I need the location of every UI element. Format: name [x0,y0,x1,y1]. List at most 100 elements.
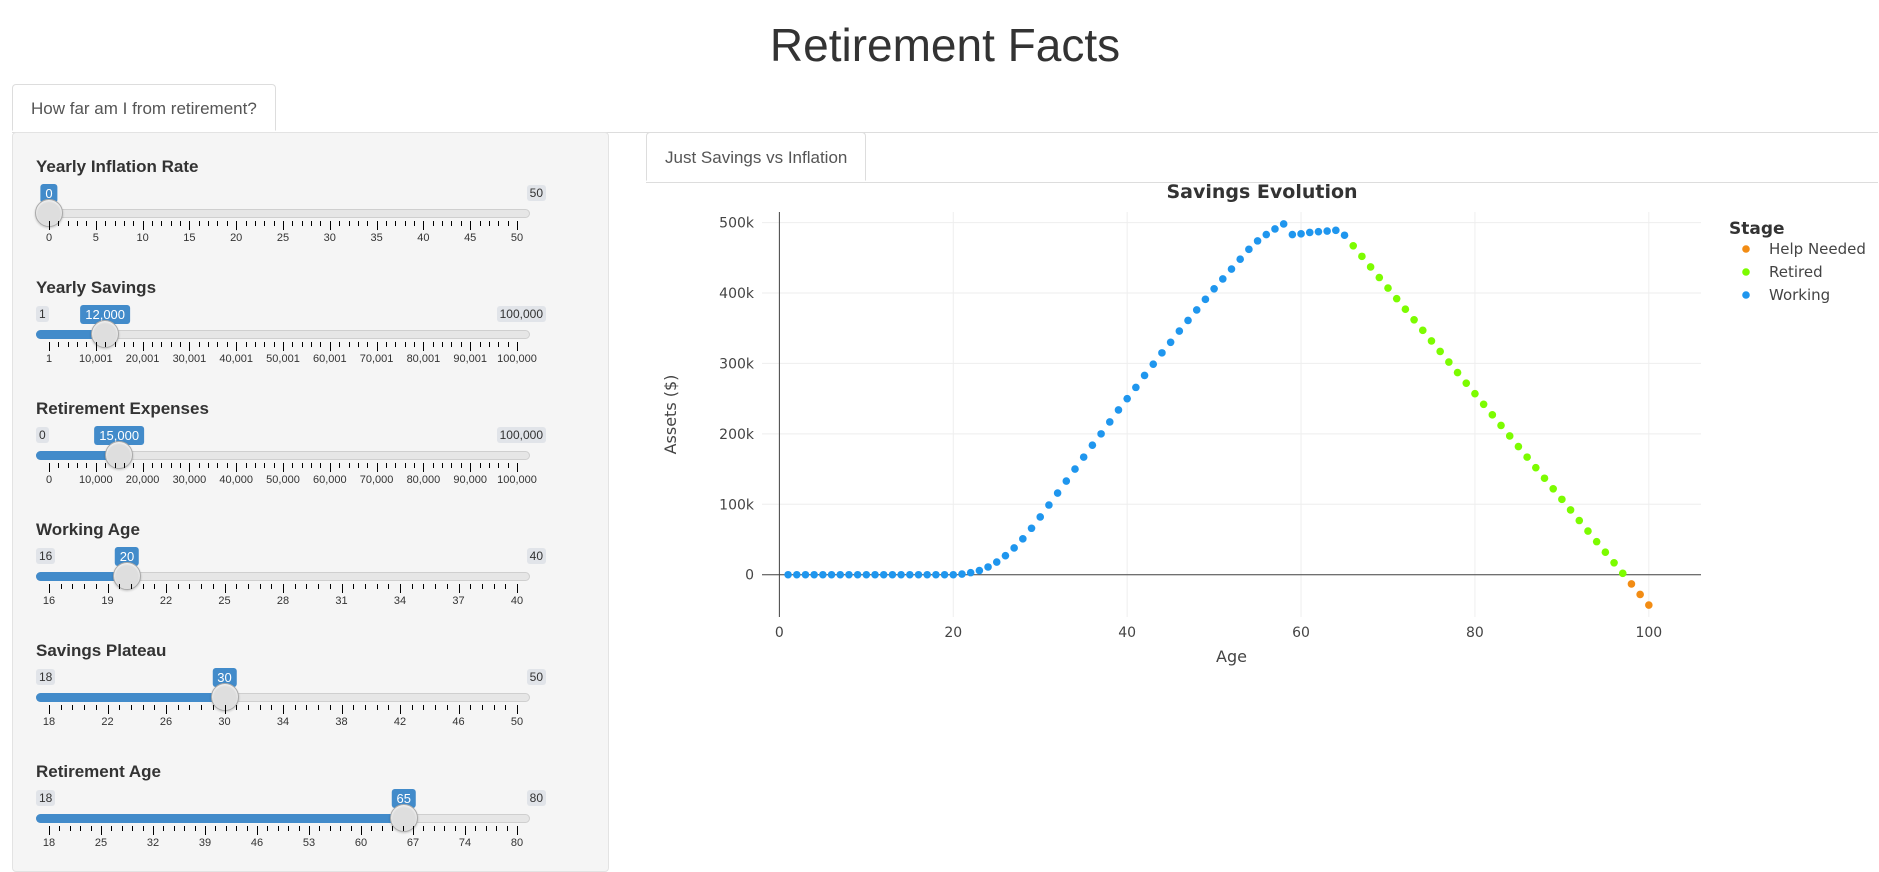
tick-mark-minor [123,463,125,468]
tick-mark [257,826,258,835]
tick-mark-minor [432,342,434,347]
retirement-expenses-fill [36,451,120,460]
tick-label: 40 [510,595,524,607]
tick-mark-minor [245,342,247,347]
tick-mark [142,463,144,472]
tick-label: 70,000 [359,474,394,486]
data-point-retired [1566,506,1575,514]
data-point-retired [1549,485,1557,493]
working-age-handle[interactable] [113,562,141,590]
tick-label: 40 [417,232,430,244]
data-point-retired [1349,242,1358,250]
x-tick-label: 20 [944,625,962,641]
data-point-working [975,566,984,575]
tick-mark-minor [493,584,495,589]
inflation-rate-track[interactable] [36,209,530,218]
tick-mark-minor [247,584,249,589]
data-point-working [784,570,792,579]
tick-label: 46 [250,837,264,849]
tick-mark-minor [318,584,320,589]
tab-savings-vs-inflation[interactable]: Just Savings vs Inflation [646,132,867,181]
tick-label: 50,000 [266,474,300,486]
data-point-retired [1410,315,1418,324]
tick-mark-minor [402,826,404,831]
tick-mark-minor [404,342,406,347]
tick-mark-minor [180,221,182,226]
tick-mark-minor [142,705,144,710]
yearly-savings-ticks [36,342,530,352]
data-point-retired [1610,558,1618,567]
tick-mark-minor [353,584,355,589]
data-point-working [1279,220,1288,228]
tick-mark-minor [404,463,406,468]
tick-mark [224,584,226,593]
tick-mark-minor [367,221,369,226]
data-point-retired [1427,337,1436,345]
tick-mark-minor [411,705,413,710]
tick-mark-minor [119,705,121,710]
x-tick-label: 40 [1118,625,1136,641]
tick-mark-minor [59,826,61,831]
chart-title: Savings Evolution [1166,182,1357,203]
tick-mark-minor [226,463,228,468]
tick-label: 38 [335,716,348,728]
tick-mark-minor [151,221,153,226]
tick-mark-minor [161,463,163,468]
tick-mark-minor [133,221,135,226]
tick-mark-minor [198,463,200,468]
tick-mark [376,463,378,472]
savings-plateau-fill [36,693,225,702]
tab-retirement-distance[interactable]: How far am I from retirement? [12,84,276,131]
tick-mark-minor [90,826,92,831]
tick-mark-minor [180,342,182,347]
tick-mark-minor [432,221,434,226]
tick-label: 22 [101,716,114,728]
tick-mark-minor [151,463,153,468]
tick-mark-minor [254,463,256,468]
tick-mark [341,584,343,593]
tick-mark-minor [130,705,132,710]
yearly-savings-value: 12,000 [80,305,131,328]
savings-plateau-handle[interactable] [210,683,239,711]
data-point-working [871,570,879,579]
data-point-working [1166,338,1175,347]
tick-mark-minor [217,342,219,347]
tick-mark [423,221,425,230]
data-point-working [1271,225,1279,233]
tick-mark-minor [236,584,238,589]
tick-label: 30 [218,716,231,728]
tick-mark-minor [306,705,308,710]
data-point-working [897,570,905,579]
tick-mark-minor [329,705,331,710]
tick-label: 37 [452,595,465,607]
data-point-working [879,570,888,579]
tick-mark-minor [208,221,210,226]
data-point-retired [1401,305,1410,313]
tick-mark-minor [395,463,397,468]
tick-label: 30,001 [172,353,207,365]
tick-mark-minor [353,705,355,710]
tick-mark [341,705,343,714]
data-point-working [853,570,862,579]
tick-mark-minor [273,463,275,468]
data-point-working [1088,441,1097,449]
data-point-working [949,570,958,579]
data-point-retired [1497,421,1505,430]
tick-label: 0 [45,474,53,486]
data-point-working [792,570,801,579]
tick-mark-minor [67,342,69,347]
tick-mark-minor [432,463,434,468]
tick-label: 39 [198,837,212,849]
tick-mark-minor [271,584,273,589]
tick-mark-minor [133,342,135,347]
data-point-retired [1558,495,1566,504]
tick-mark-minor [69,826,71,831]
tick-mark [517,705,518,714]
savings-plateau-min-label: 18 [36,669,56,685]
tick-mark [376,342,378,351]
tick-mark-minor [130,584,132,589]
data-point-working [992,558,1001,566]
tick-mark-minor [114,342,116,347]
retirement-expenses-handle[interactable] [105,441,134,469]
tick-mark-minor [58,463,60,468]
